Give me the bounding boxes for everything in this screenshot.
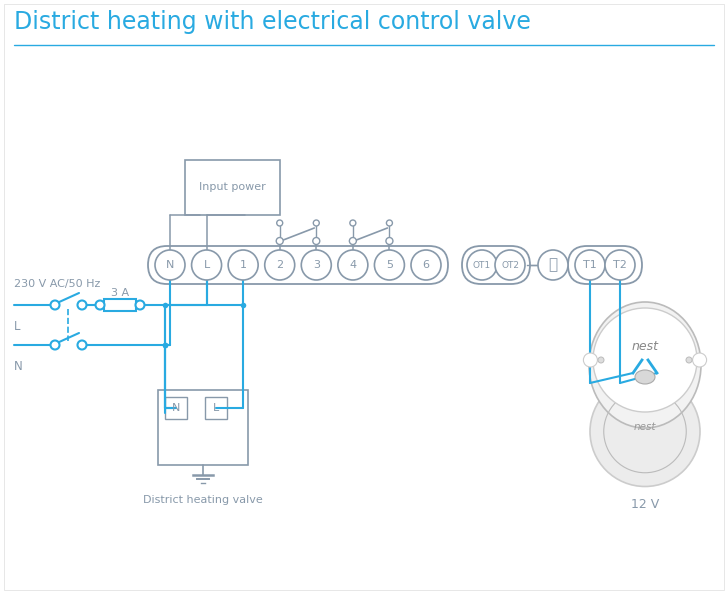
Circle shape (276, 238, 283, 245)
Circle shape (386, 238, 393, 245)
Circle shape (583, 353, 598, 367)
Circle shape (135, 301, 144, 309)
Text: 230 V AC/50 Hz: 230 V AC/50 Hz (14, 279, 100, 289)
Circle shape (265, 250, 295, 280)
Circle shape (387, 220, 392, 226)
Text: nest: nest (631, 340, 659, 353)
Bar (165, 397, 187, 419)
Circle shape (191, 250, 221, 280)
Bar (158, 390, 248, 465)
Text: N: N (14, 361, 23, 374)
Text: 3 A: 3 A (111, 288, 129, 298)
FancyBboxPatch shape (568, 246, 642, 284)
Text: T1: T1 (583, 260, 597, 270)
Circle shape (155, 250, 185, 280)
Text: T2: T2 (613, 260, 627, 270)
Text: 3: 3 (313, 260, 320, 270)
Text: L: L (14, 321, 20, 333)
Text: N: N (166, 260, 174, 270)
Text: Input power: Input power (199, 182, 266, 192)
Circle shape (50, 301, 60, 309)
Bar (205, 397, 227, 419)
Circle shape (95, 301, 105, 309)
Circle shape (593, 308, 697, 412)
Circle shape (313, 238, 320, 245)
Text: 1: 1 (240, 260, 247, 270)
Circle shape (349, 238, 357, 245)
Bar (185, 160, 280, 215)
Circle shape (575, 250, 605, 280)
Bar (104, 299, 136, 311)
Text: OT2: OT2 (501, 261, 519, 270)
Text: 5: 5 (386, 260, 393, 270)
Text: L: L (203, 260, 210, 270)
Circle shape (411, 250, 441, 280)
Text: District heating with electrical control valve: District heating with electrical control… (14, 10, 531, 34)
Circle shape (605, 250, 635, 280)
Ellipse shape (635, 370, 655, 384)
Text: L: L (213, 403, 219, 413)
Circle shape (77, 340, 87, 349)
Circle shape (313, 220, 320, 226)
Text: 12 V: 12 V (631, 498, 659, 511)
Text: N: N (172, 403, 181, 413)
Text: OT1: OT1 (473, 261, 491, 270)
Text: nest: nest (634, 422, 656, 431)
Text: 4: 4 (349, 260, 357, 270)
FancyBboxPatch shape (148, 246, 448, 284)
Circle shape (277, 220, 282, 226)
Circle shape (77, 301, 87, 309)
Circle shape (374, 250, 405, 280)
Circle shape (350, 220, 356, 226)
Circle shape (467, 250, 497, 280)
Circle shape (495, 250, 525, 280)
Circle shape (686, 357, 692, 363)
Text: District heating valve: District heating valve (143, 495, 263, 505)
Circle shape (538, 250, 568, 280)
Text: ⏚: ⏚ (548, 258, 558, 273)
Circle shape (598, 357, 604, 363)
Text: 2: 2 (276, 260, 283, 270)
Circle shape (50, 340, 60, 349)
Circle shape (301, 250, 331, 280)
Circle shape (228, 250, 258, 280)
Ellipse shape (589, 302, 701, 428)
Circle shape (338, 250, 368, 280)
Circle shape (590, 377, 700, 486)
Text: 6: 6 (422, 260, 430, 270)
FancyBboxPatch shape (462, 246, 530, 284)
Circle shape (692, 353, 707, 367)
